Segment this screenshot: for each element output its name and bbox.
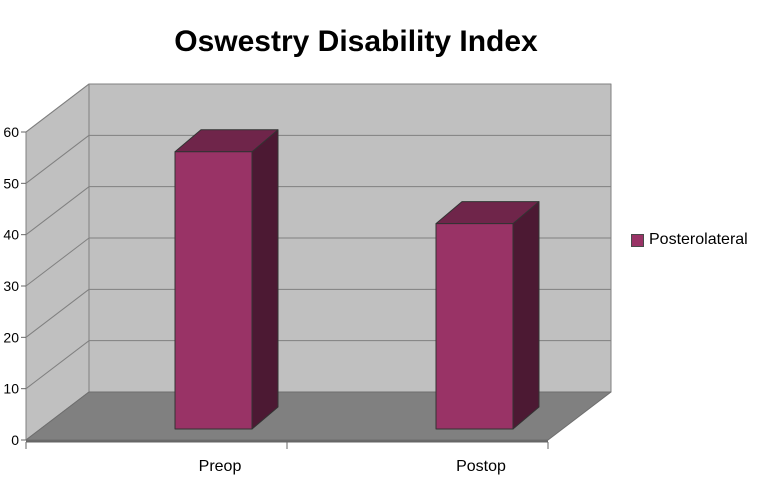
bar-front-face bbox=[435, 223, 514, 430]
gridline-side bbox=[25, 340, 90, 390]
chart-title: Oswestry Disability Index bbox=[174, 25, 538, 58]
y-axis-tick-label: 20 bbox=[3, 329, 19, 345]
bar-front-face bbox=[174, 151, 253, 430]
x-axis-category-label: Preop bbox=[199, 458, 242, 475]
y-axis-tick-label: 30 bbox=[3, 278, 19, 294]
y-axis-tick-label: 50 bbox=[3, 175, 19, 191]
gridline-side bbox=[25, 186, 90, 236]
x-axis-category-label: Postop bbox=[456, 458, 506, 475]
gridline-side bbox=[25, 83, 90, 133]
y-axis-tick-label: 0 bbox=[11, 432, 19, 448]
bar-side-face bbox=[512, 201, 540, 430]
legend-label: Posterolateral bbox=[649, 231, 748, 248]
y-axis-tick-label: 40 bbox=[3, 227, 19, 243]
gridline-side bbox=[25, 134, 90, 184]
bar-preop bbox=[174, 129, 279, 430]
gridline-side bbox=[25, 288, 90, 338]
legend-swatch-icon bbox=[631, 233, 644, 247]
legend: Posterolateral bbox=[631, 231, 748, 249]
bar-postop bbox=[435, 201, 540, 430]
bar-side-face bbox=[251, 129, 279, 430]
y-axis-tick-label: 10 bbox=[3, 381, 19, 397]
y-axis-tick-label: 60 bbox=[3, 124, 19, 140]
gridline-side bbox=[25, 237, 90, 287]
